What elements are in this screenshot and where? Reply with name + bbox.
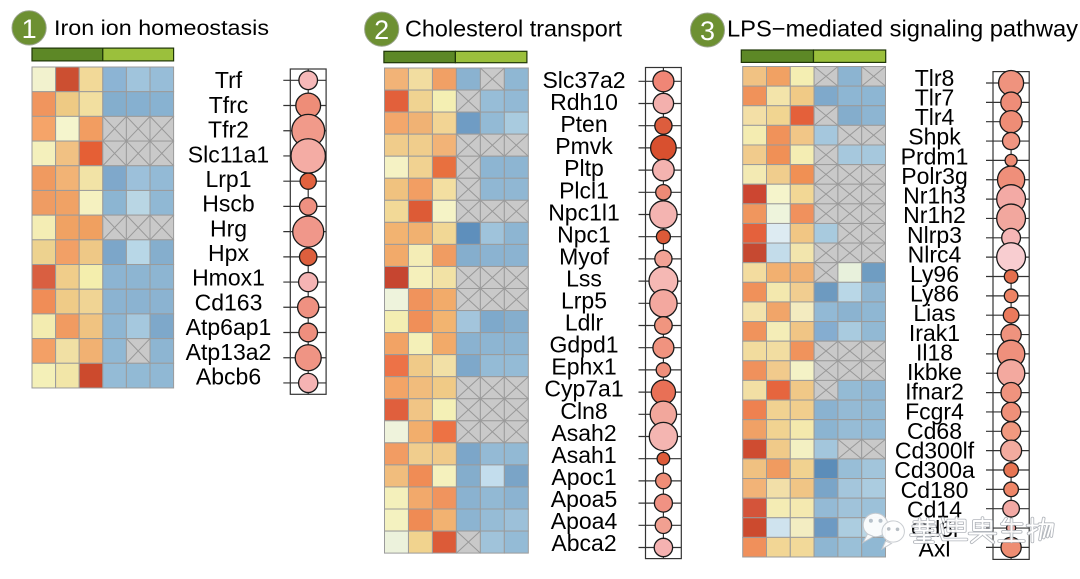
svg-text:Apoa4: Apoa4	[551, 508, 618, 534]
svg-text:Il18: Il18	[916, 339, 953, 365]
svg-text:Cd68: Cd68	[907, 418, 962, 444]
svg-text:Cholesterol transport: Cholesterol transport	[405, 15, 623, 41]
svg-text:Ly86: Ly86	[910, 281, 959, 307]
svg-text:Hmox1: Hmox1	[192, 265, 265, 291]
svg-text:3: 3	[700, 16, 715, 46]
svg-text:Cd163: Cd163	[195, 289, 263, 315]
svg-text:Tlr8: Tlr8	[915, 65, 955, 91]
svg-text:Abca2: Abca2	[551, 530, 616, 556]
svg-text:Npc1l1: Npc1l1	[548, 199, 620, 225]
svg-text:Ephx1: Ephx1	[551, 354, 616, 380]
svg-text:Npc1: Npc1	[557, 221, 611, 247]
svg-text:Plcl1: Plcl1	[559, 177, 609, 203]
svg-text:Nlrc4: Nlrc4	[908, 241, 962, 267]
svg-text:Tfr2: Tfr2	[208, 117, 249, 143]
svg-text:Lss: Lss	[566, 265, 602, 291]
svg-text:1: 1	[22, 14, 37, 44]
svg-text:2: 2	[374, 15, 389, 45]
svg-text:Apoa5: Apoa5	[551, 486, 618, 512]
svg-text:Ldlr: Ldlr	[565, 310, 604, 336]
svg-text:Slc37a2: Slc37a2	[542, 67, 625, 93]
svg-text:Cd300lf: Cd300lf	[895, 438, 975, 464]
svg-text:Hscb: Hscb	[202, 191, 254, 217]
svg-text:Polr3g: Polr3g	[901, 163, 967, 189]
svg-text:Trf: Trf	[215, 67, 243, 93]
svg-text:Pten: Pten	[560, 111, 607, 137]
svg-text:Tfrc: Tfrc	[209, 92, 249, 118]
svg-text:Cln8: Cln8	[560, 398, 607, 424]
svg-text:Pltp: Pltp	[564, 155, 604, 181]
svg-text:Apoc1: Apoc1	[551, 464, 616, 490]
svg-text:Tlr7: Tlr7	[915, 84, 955, 110]
svg-text:Cd300a: Cd300a	[894, 457, 975, 483]
svg-text:Atp13a2: Atp13a2	[186, 339, 272, 365]
svg-text:Abcb6: Abcb6	[196, 363, 261, 389]
svg-text:Ifnar2: Ifnar2	[905, 379, 964, 405]
svg-text:Myof: Myof	[559, 243, 609, 269]
svg-text:Cyp7a1: Cyp7a1	[544, 376, 623, 402]
svg-text:Pmvk: Pmvk	[555, 133, 613, 159]
svg-text:Asah1: Asah1	[551, 442, 616, 468]
svg-text:Lias: Lias	[913, 300, 955, 326]
svg-text:Lrp1: Lrp1	[205, 166, 251, 192]
svg-text:Rdh10: Rdh10	[550, 89, 618, 115]
svg-text:Cd14: Cd14	[907, 496, 962, 522]
svg-text:Asah2: Asah2	[551, 420, 616, 446]
svg-text:Nr1h2: Nr1h2	[903, 202, 966, 228]
svg-text:Lrp5: Lrp5	[561, 288, 607, 314]
svg-text:Iron ion homeostasis: Iron ion homeostasis	[54, 16, 269, 40]
svg-text:LPS−mediated signaling pathway: LPS−mediated signaling pathway	[727, 15, 1079, 41]
svg-text:Slc11a1: Slc11a1	[188, 141, 269, 167]
svg-text:Fcgr4: Fcgr4	[905, 398, 964, 424]
svg-text:Atp6ap1: Atp6ap1	[186, 314, 272, 340]
svg-text:Nlrp3: Nlrp3	[907, 222, 962, 248]
svg-text:Hrg: Hrg	[210, 215, 247, 241]
svg-text:Tlr4: Tlr4	[915, 104, 955, 130]
svg-text:Hpx: Hpx	[208, 240, 249, 266]
svg-text:Gdpd1: Gdpd1	[549, 332, 618, 358]
svg-text:Shpk: Shpk	[908, 124, 961, 150]
svg-text:Prdm1: Prdm1	[901, 143, 969, 169]
svg-text:Nr1h3: Nr1h3	[903, 183, 966, 209]
svg-text:Irak1: Irak1	[909, 320, 960, 346]
svg-text:Ikbke: Ikbke	[907, 359, 962, 385]
svg-text:Ly96: Ly96	[910, 261, 959, 287]
svg-text:Cd180: Cd180	[901, 477, 969, 503]
